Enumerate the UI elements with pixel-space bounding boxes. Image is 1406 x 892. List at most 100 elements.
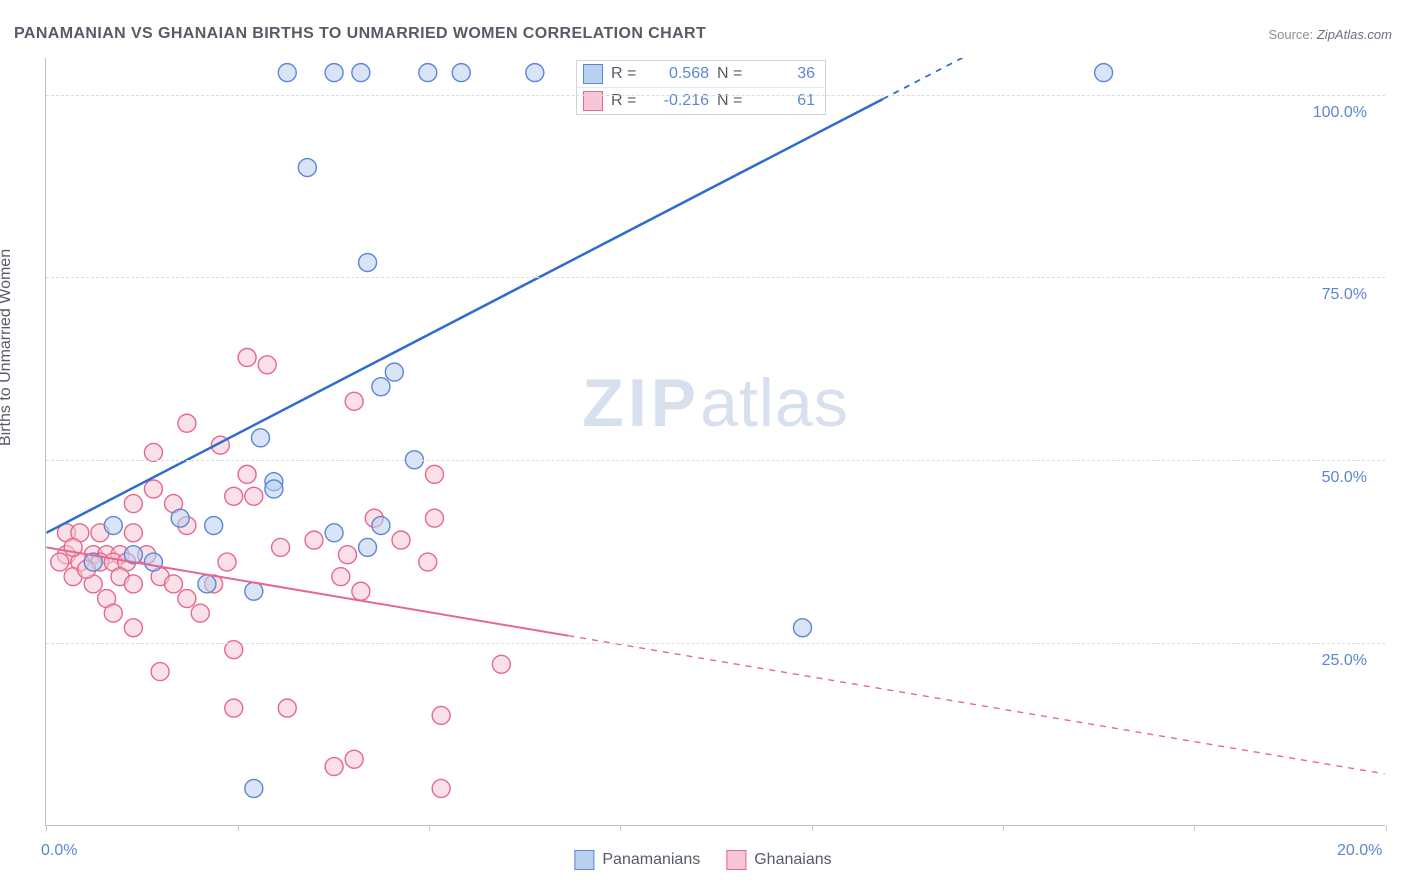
r-label: R = xyxy=(611,65,641,83)
data-point xyxy=(98,590,116,608)
data-point xyxy=(372,517,390,535)
plot-area: ZIPatlas R = 0.568 N = 36 R = -0.216 N =… xyxy=(45,58,1385,826)
data-point xyxy=(111,546,129,564)
data-point xyxy=(352,582,370,600)
trend-line-solid xyxy=(46,99,882,533)
data-point xyxy=(51,553,69,571)
data-point xyxy=(124,495,142,513)
x-tick-left: 0.0% xyxy=(41,842,77,860)
source-label: Source: ZipAtlas.com xyxy=(1268,27,1392,42)
data-point xyxy=(144,443,162,461)
n-value-panamanians: 36 xyxy=(755,65,815,83)
data-point xyxy=(245,487,263,505)
x-tick xyxy=(429,825,430,831)
data-point xyxy=(372,378,390,396)
data-point xyxy=(359,254,377,272)
data-point xyxy=(64,568,82,586)
data-point xyxy=(1095,64,1113,82)
swatch-panamanians xyxy=(574,850,594,870)
data-point xyxy=(205,575,223,593)
trend-line-solid xyxy=(46,547,568,635)
data-point xyxy=(178,590,196,608)
data-point xyxy=(359,538,377,556)
data-point xyxy=(238,465,256,483)
x-tick xyxy=(812,825,813,831)
chart-container: PANAMANIAN VS GHANAIAN BIRTHS TO UNMARRI… xyxy=(0,0,1406,892)
data-point xyxy=(278,699,296,717)
data-point xyxy=(198,575,216,593)
data-point xyxy=(124,546,142,564)
source-link[interactable]: ZipAtlas.com xyxy=(1317,27,1392,42)
correlation-legend: R = 0.568 N = 36 R = -0.216 N = 61 xyxy=(576,60,826,115)
data-point xyxy=(352,64,370,82)
x-tick xyxy=(46,825,47,831)
y-tick-label: 50.0% xyxy=(1322,469,1367,487)
data-point xyxy=(144,553,162,571)
legend-item-ghanaians: Ghanaians xyxy=(726,850,831,870)
data-point xyxy=(57,546,75,564)
data-point xyxy=(258,356,276,374)
y-axis-title: Births to Unmarried Women xyxy=(0,249,15,446)
data-point xyxy=(265,480,283,498)
legend-label-ghanaians: Ghanaians xyxy=(754,851,831,869)
data-point xyxy=(225,487,243,505)
data-point xyxy=(392,531,410,549)
data-point xyxy=(64,538,82,556)
data-point xyxy=(432,779,450,797)
data-point xyxy=(252,429,270,447)
data-point xyxy=(419,64,437,82)
watermark-zip: ZIP xyxy=(582,365,700,441)
data-point xyxy=(191,604,209,622)
data-point xyxy=(91,524,109,542)
gridline xyxy=(46,643,1385,644)
data-point xyxy=(419,553,437,571)
data-point xyxy=(298,159,316,177)
data-point xyxy=(98,546,116,564)
data-point xyxy=(526,64,544,82)
data-point xyxy=(124,619,142,637)
y-tick-label: 75.0% xyxy=(1322,286,1367,304)
n-label: N = xyxy=(717,65,747,83)
x-tick xyxy=(1386,825,1387,831)
swatch-panamanians xyxy=(583,64,603,84)
data-point xyxy=(165,575,183,593)
gridline xyxy=(46,95,1385,96)
data-point xyxy=(272,538,290,556)
data-point xyxy=(91,553,109,571)
data-point xyxy=(78,560,96,578)
data-point xyxy=(57,524,75,542)
source-prefix: Source: xyxy=(1268,27,1316,42)
x-tick-right: 20.0% xyxy=(1337,842,1382,860)
data-point xyxy=(365,509,383,527)
x-tick xyxy=(620,825,621,831)
data-point xyxy=(345,392,363,410)
data-point xyxy=(178,517,196,535)
data-point xyxy=(238,349,256,367)
title-bar: PANAMANIAN VS GHANAIAN BIRTHS TO UNMARRI… xyxy=(14,20,1392,48)
trend-line-dashed xyxy=(883,58,1385,99)
data-point xyxy=(793,619,811,637)
legend-row-panamanians: R = 0.568 N = 36 xyxy=(577,61,825,87)
data-point xyxy=(225,699,243,717)
data-point xyxy=(278,64,296,82)
data-point xyxy=(104,517,122,535)
data-point xyxy=(111,568,129,586)
y-tick-label: 25.0% xyxy=(1322,652,1367,670)
data-point xyxy=(84,546,102,564)
legend-row-ghanaians: R = -0.216 N = 61 xyxy=(577,87,825,114)
r-value-panamanians: 0.568 xyxy=(649,65,709,83)
data-point xyxy=(104,553,122,571)
data-point xyxy=(218,553,236,571)
watermark: ZIPatlas xyxy=(582,364,848,442)
data-point xyxy=(325,758,343,776)
data-point xyxy=(71,524,89,542)
legend-label-panamanians: Panamanians xyxy=(602,851,700,869)
x-tick xyxy=(238,825,239,831)
data-point xyxy=(425,465,443,483)
data-point xyxy=(265,473,283,491)
gridline xyxy=(46,460,1385,461)
watermark-atlas: atlas xyxy=(700,365,849,441)
data-point xyxy=(104,604,122,622)
data-point xyxy=(325,64,343,82)
data-point xyxy=(211,436,229,454)
